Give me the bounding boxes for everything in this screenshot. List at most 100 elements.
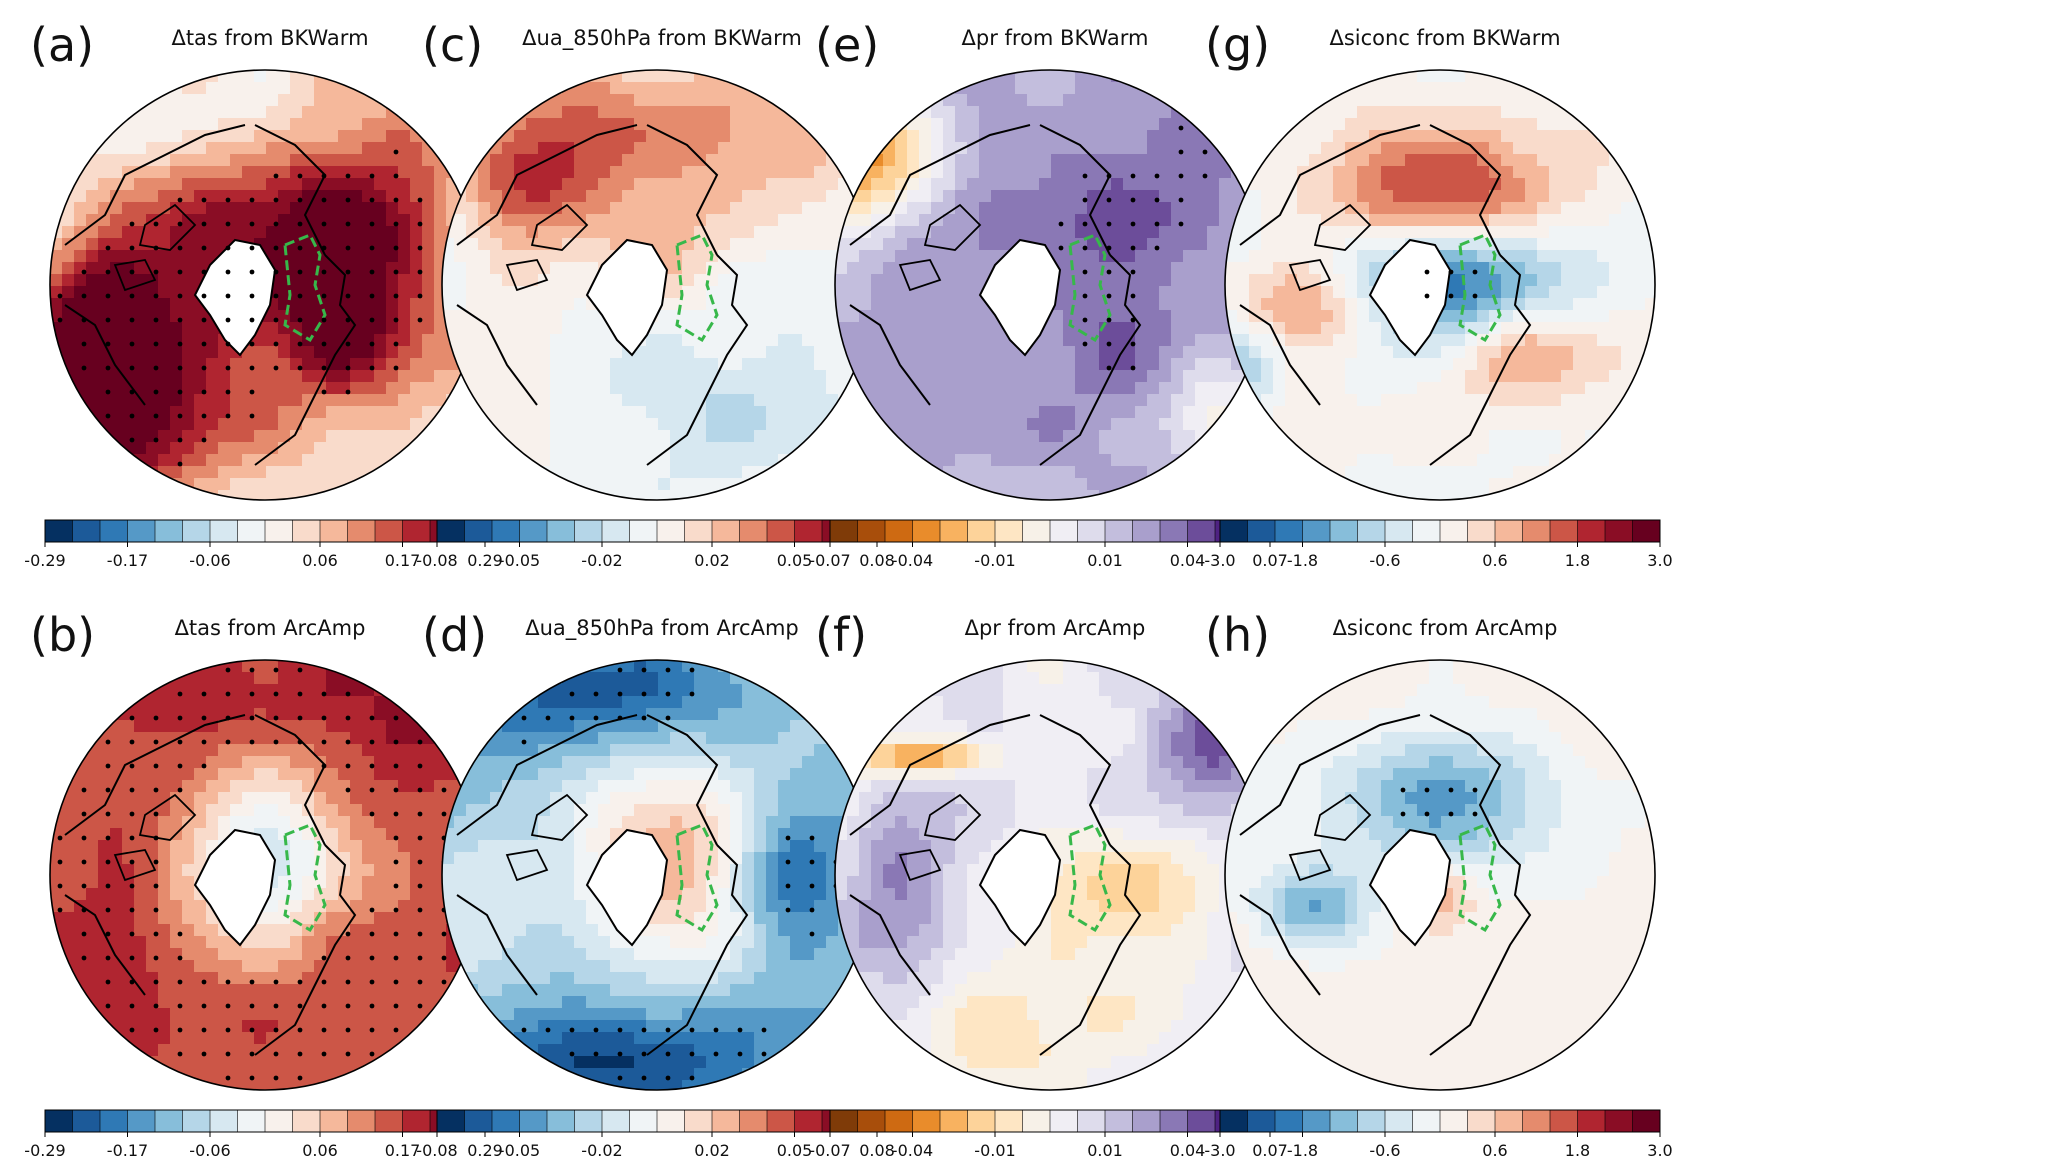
colorbar-tick-label: 0.02 bbox=[694, 1141, 730, 1160]
panel-b: -0.29 -0.17 -0.06 0.06 0.17 0.29 (b) Δtas from … bbox=[20, 590, 520, 1160]
colorbar-tick-label: -1.8 bbox=[1287, 551, 1318, 570]
colorbar-tick-label: 0.17 bbox=[385, 1141, 421, 1160]
map-boundary bbox=[1224, 69, 1656, 501]
panel-a: -0.29 -0.17 -0.06 0.06 0.17 0.29 (a) Δtas from … bbox=[20, 0, 520, 570]
colorbar-tick-label: -0.02 bbox=[581, 1141, 622, 1160]
colorbar-tick-label: 0.05 bbox=[777, 551, 813, 570]
colorbar-tick-label: -3.0 bbox=[1204, 1141, 1235, 1160]
coastlines bbox=[849, 714, 1142, 1056]
panel-label: (f) bbox=[815, 608, 868, 662]
colorbar-tick-label: -0.02 bbox=[581, 551, 622, 570]
panel-e: -0.07 -0.04 -0.01 0.01 0.04 0.07 (e) Δpr from B… bbox=[805, 0, 1305, 570]
colorbar-tick-label: 0.07 bbox=[1252, 551, 1288, 570]
barents-kara-region-outline bbox=[675, 233, 719, 343]
colorbar-tick-label: -1.8 bbox=[1287, 1141, 1318, 1160]
panel-label: (a) bbox=[30, 18, 95, 72]
colorbar-tick-label: 1.8 bbox=[1565, 1141, 1590, 1160]
colorbar: -0.08 -0.05 -0.02 0.02 0.05 0.08 bbox=[416, 519, 895, 570]
colorbar-tick-label: -0.6 bbox=[1369, 551, 1400, 570]
coastlines bbox=[456, 124, 749, 466]
panel-label: (d) bbox=[422, 608, 488, 662]
panel-label: (b) bbox=[30, 608, 96, 662]
panel-title: Δsiconc from BKWarm bbox=[1329, 26, 1561, 50]
map-field bbox=[1225, 70, 1655, 500]
colorbar-tick-label: 3.0 bbox=[1647, 1141, 1672, 1160]
map-panel-d: -0.08 -0.05 -0.02 0.02 0.05 0.08 bbox=[416, 659, 895, 1160]
colorbar-tick-label: -0.29 bbox=[24, 1141, 65, 1160]
colorbar-tick-label: -0.17 bbox=[107, 1141, 148, 1160]
colorbar-tick-label: 0.05 bbox=[777, 1141, 813, 1160]
colorbar: -3.0 -1.8 -0.6 0.6 1.8 3.0 bbox=[1204, 1109, 1673, 1160]
colorbar-tick-label: 0.04 bbox=[1170, 1141, 1206, 1160]
colorbar-tick-label: -0.29 bbox=[24, 551, 65, 570]
coastlines bbox=[1239, 714, 1532, 1056]
colorbar-tick-label: -0.07 bbox=[809, 551, 850, 570]
significance-stippling bbox=[57, 149, 423, 467]
map-panel-f: -0.07 -0.04 -0.01 0.01 0.04 0.07 bbox=[809, 659, 1288, 1160]
map-field bbox=[835, 70, 1265, 500]
colorbar-tick-label: 0.07 bbox=[1252, 1141, 1288, 1160]
colorbar-tick-label: -0.05 bbox=[499, 551, 540, 570]
coastlines bbox=[1239, 124, 1532, 466]
colorbar-tick-label: 0.01 bbox=[1087, 1141, 1123, 1160]
colorbar-tick-label: -0.08 bbox=[416, 1141, 457, 1160]
colorbar-tick-label: 0.29 bbox=[467, 1141, 503, 1160]
panel-c: -0.08 -0.05 -0.02 0.02 0.05 0.08 (c) Δua_850hPa… bbox=[412, 0, 912, 570]
colorbar: -3.0 -1.8 -0.6 0.6 1.8 3.0 bbox=[1204, 519, 1673, 570]
colorbar-tick-label: -0.05 bbox=[499, 1141, 540, 1160]
barents-kara-region-outline bbox=[283, 233, 327, 343]
colorbar-tick-label: -0.07 bbox=[809, 1141, 850, 1160]
panel-title: Δtas from ArcAmp bbox=[174, 616, 366, 640]
colorbar-tick-label: -0.6 bbox=[1369, 1141, 1400, 1160]
panel-title: Δua_850hPa from BKWarm bbox=[522, 26, 802, 50]
colorbar-tick-label: -3.0 bbox=[1204, 551, 1235, 570]
colorbar-tick-label: 0.6 bbox=[1482, 551, 1507, 570]
map-panel-h: -3.0 -1.8 -0.6 0.6 1.8 3.0 bbox=[1204, 659, 1673, 1160]
barents-kara-region-outline bbox=[1068, 823, 1112, 933]
colorbar-tick-label: 0.29 bbox=[467, 551, 503, 570]
colorbar-tick-label: 3.0 bbox=[1647, 551, 1672, 570]
map-panel-e: -0.07 -0.04 -0.01 0.01 0.04 0.07 bbox=[809, 69, 1288, 570]
map-panel-a: -0.29 -0.17 -0.06 0.06 0.17 0.29 bbox=[24, 69, 503, 570]
panel-title: Δtas from BKWarm bbox=[171, 26, 369, 50]
significance-stippling bbox=[1424, 269, 1478, 299]
colorbar-tick-label: -0.06 bbox=[189, 1141, 230, 1160]
significance-stippling bbox=[57, 667, 471, 1081]
barents-kara-region-outline bbox=[1068, 233, 1112, 343]
colorbar-tick-label: -0.06 bbox=[189, 551, 230, 570]
colorbar-tick-label: 0.6 bbox=[1482, 1141, 1507, 1160]
panel-f: -0.07 -0.04 -0.01 0.01 0.04 0.07 (f) Δpr from A… bbox=[805, 590, 1305, 1160]
panel-label: (g) bbox=[1205, 18, 1271, 72]
panel-label: (h) bbox=[1205, 608, 1271, 662]
barents-kara-region-outline bbox=[283, 823, 327, 933]
map-boundary bbox=[1224, 659, 1656, 1091]
barents-kara-region-outline bbox=[675, 823, 719, 933]
panel-title: Δpr from BKWarm bbox=[961, 26, 1149, 50]
colorbar-tick-label: -0.01 bbox=[974, 1141, 1015, 1160]
coastlines bbox=[456, 714, 749, 1056]
colorbar-tick-label: 0.01 bbox=[1087, 551, 1123, 570]
panel-h: -3.0 -1.8 -0.6 0.6 1.8 3.0 (h) Δsiconc from Arc… bbox=[1195, 590, 1695, 1160]
colorbar-tick-label: 0.06 bbox=[302, 551, 338, 570]
colorbar-tick-label: 0.06 bbox=[302, 1141, 338, 1160]
colorbar-tick-label: -0.04 bbox=[892, 1141, 933, 1160]
coastlines bbox=[64, 714, 357, 1056]
panel-g: -3.0 -1.8 -0.6 0.6 1.8 3.0 (g) Δsiconc from BKW… bbox=[1195, 0, 1695, 570]
panel-title: Δpr from ArcAmp bbox=[964, 616, 1146, 640]
colorbar-tick-label: 0.17 bbox=[385, 551, 421, 570]
colorbar-tick-label: 0.02 bbox=[694, 551, 730, 570]
colorbar-tick-label: 0.08 bbox=[859, 1141, 895, 1160]
colorbar: -0.29 -0.17 -0.06 0.06 0.17 0.29 bbox=[24, 1109, 503, 1160]
colorbar-tick-label: -0.17 bbox=[107, 551, 148, 570]
panel-label: (e) bbox=[815, 18, 880, 72]
barents-kara-region-outline bbox=[1458, 823, 1502, 933]
colorbar-tick-label: 1.8 bbox=[1565, 551, 1590, 570]
colorbar-tick-label: -0.01 bbox=[974, 551, 1015, 570]
map-panel-c: -0.08 -0.05 -0.02 0.02 0.05 0.08 bbox=[416, 69, 895, 570]
colorbar-tick-label: -0.08 bbox=[416, 551, 457, 570]
panel-title: Δsiconc from ArcAmp bbox=[1332, 616, 1558, 640]
map-field bbox=[1225, 660, 1655, 1090]
barents-kara-region-outline bbox=[1458, 233, 1502, 343]
panel-title: Δua_850hPa from ArcAmp bbox=[525, 616, 799, 640]
